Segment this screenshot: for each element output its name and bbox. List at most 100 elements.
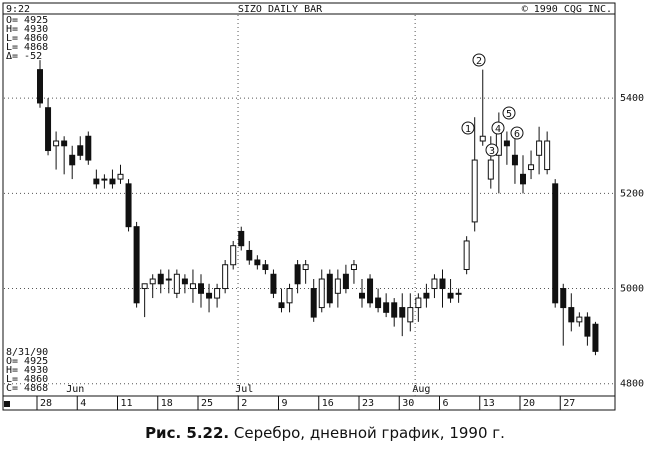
candle-body: [318, 278, 325, 309]
candle-body: [214, 288, 221, 299]
candle-body: [53, 140, 60, 147]
candle-body: [455, 292, 462, 295]
candle-body: [383, 302, 390, 313]
candle-body: [133, 226, 140, 304]
quote-bottom: 8/31/90: [6, 347, 48, 358]
x-tick-label: 27: [563, 398, 575, 409]
x-tick-label: 20: [523, 398, 535, 409]
candle-body: [189, 283, 196, 290]
candle-body: [310, 288, 317, 318]
candle-body: [544, 140, 551, 171]
x-tick-label: 9: [282, 398, 288, 409]
candle-body: [125, 183, 132, 228]
candle-body: [101, 178, 108, 181]
candle-body: [326, 273, 333, 304]
candle-body: [294, 264, 301, 285]
y-tick-label: 5000: [620, 284, 644, 295]
candle-body: [85, 135, 92, 161]
candle-body: [61, 140, 68, 147]
annotation-circle: [485, 143, 499, 157]
annotation: 5: [506, 109, 512, 120]
candle-body: [262, 264, 269, 271]
candle-body: [246, 249, 253, 261]
annotation-circle: [502, 106, 516, 120]
x-tick-label: 6: [443, 398, 449, 409]
candle-body: [592, 323, 599, 352]
caption: Рис. 5.22. Серебро, дневной график, 1990…: [145, 424, 505, 442]
candle-body: [37, 69, 43, 104]
annotation: 6: [514, 129, 520, 140]
x-tick-label: 4: [80, 398, 86, 409]
candle-body: [391, 302, 398, 318]
candle-body: [254, 259, 261, 266]
candle-body: [198, 283, 204, 294]
annotation-circle: [491, 121, 505, 135]
candle-body: [334, 278, 341, 294]
candle-body: [69, 154, 76, 166]
chart-title: SIZO DAILY BAR: [238, 4, 323, 15]
y-tick-label: 5200: [620, 188, 644, 199]
annotation-circle: [461, 121, 475, 135]
candle-body: [181, 278, 188, 285]
candle-body: [270, 273, 277, 294]
candle-body: [302, 264, 309, 271]
candle-body: [399, 307, 406, 318]
copyright: © 1990 CQG INC.: [522, 4, 612, 15]
candle-body: [511, 154, 518, 166]
candle-body: [350, 264, 357, 271]
candle-body: [503, 140, 510, 147]
x-tick-label: 2: [241, 398, 247, 409]
month-label: Aug: [412, 384, 430, 395]
candle-body: [536, 140, 543, 156]
month-label: Jul: [235, 384, 253, 395]
candle-body: [520, 173, 526, 185]
candle-body: [576, 316, 583, 323]
quote-bottom: H= 4930: [6, 365, 48, 376]
x-tick-label: 18: [161, 398, 173, 409]
candle-body: [471, 159, 478, 223]
x-tick-label: 11: [121, 398, 133, 409]
candle-body: [407, 307, 414, 323]
candle-body: [423, 292, 430, 299]
x-tick-label: 23: [362, 398, 374, 409]
candle-body: [278, 302, 285, 309]
candle-body: [584, 316, 591, 337]
candle-body: [342, 273, 349, 290]
candle-body: [206, 292, 213, 299]
annotation: 1: [465, 124, 471, 135]
quote-bottom: C= 4868: [6, 383, 48, 394]
candle-body: [568, 307, 575, 323]
caption-text: Серебро, дневной график, 1990 г.: [234, 424, 505, 442]
candle-body: [528, 164, 535, 171]
annotation-circle: [472, 53, 486, 67]
candle-body: [157, 273, 164, 285]
quote-top: L= 4868: [6, 42, 48, 53]
candle-body: [141, 283, 148, 290]
candle-body: [552, 183, 559, 304]
candle-body: [93, 178, 100, 185]
annotation: 3: [489, 146, 495, 157]
quote-top: L= 4860: [6, 33, 48, 44]
candle-body: [77, 145, 84, 156]
quote-top: H= 4930: [6, 24, 48, 35]
candle-body: [479, 135, 486, 142]
x-tick-label: 30: [402, 398, 414, 409]
candle-body: [447, 292, 454, 299]
candle-body: [109, 178, 116, 185]
candle-body: [431, 278, 438, 290]
month-label: Jun: [66, 384, 84, 395]
frame: [2, 2, 616, 411]
caption-number: Рис. 5.22.: [145, 424, 229, 442]
candle-body: [149, 278, 156, 285]
y-tick-label: 5400: [620, 93, 644, 104]
candle-body: [439, 278, 446, 290]
annotation: 4: [495, 124, 501, 135]
candle-body: [487, 159, 494, 180]
candle-body: [375, 297, 382, 309]
quote-top: Δ= -52: [6, 51, 42, 62]
candle-body: [560, 288, 567, 309]
candle-body: [165, 278, 172, 281]
candle-body: [415, 297, 422, 309]
candle-body: [222, 264, 229, 290]
